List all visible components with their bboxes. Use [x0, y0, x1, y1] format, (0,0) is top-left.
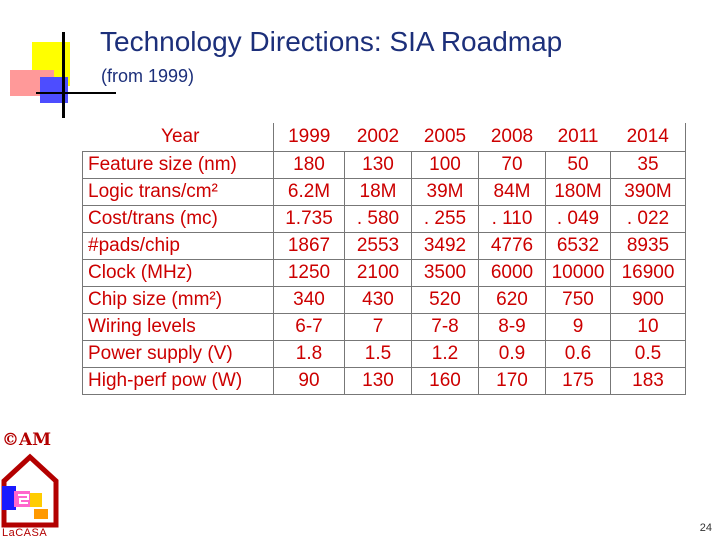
- table-cell: 3500: [411, 259, 479, 287]
- table-cell: 6532: [545, 232, 611, 260]
- table-row: #pads/chip 1867 2553 3492 4776 6532 8935: [82, 232, 686, 260]
- table-cell: 170: [478, 367, 546, 395]
- table-cell: 1.8: [273, 340, 345, 368]
- slide-title: Technology Directions: SIA Roadmap: [100, 26, 563, 57]
- page-number: 24: [699, 522, 712, 534]
- table-cell: 50: [545, 151, 611, 179]
- table-row: High-perf pow (W) 90 130 160 170 175 183: [82, 367, 686, 395]
- row-label: Power supply (V): [82, 340, 274, 368]
- table-cell: 620: [478, 286, 546, 314]
- table-cell: 2100: [344, 259, 412, 287]
- table-body: Feature size (nm) 180 130 100 70 50 35 Logic tr…: [82, 151, 686, 395]
- table-row: Cost/trans (mc) 1.735. 580. 255. 110. 049…: [82, 205, 686, 233]
- table-cell: 7: [344, 313, 412, 341]
- row-label: Feature size (nm): [82, 151, 274, 179]
- table-cell: 10: [610, 313, 686, 341]
- table-cell: 0.5: [610, 340, 686, 368]
- table-cell: 3492: [411, 232, 479, 260]
- table-cell: 6-7: [273, 313, 345, 341]
- table-cell: 1.735: [273, 205, 345, 233]
- table-cell: 430: [344, 286, 412, 314]
- header-year: 2008: [490, 126, 534, 147]
- table-cell: 1250: [273, 259, 345, 287]
- table-cell: 340: [273, 286, 345, 314]
- slide-subtitle: (from 1999): [101, 66, 195, 86]
- row-label: High-perf pow (W): [82, 367, 274, 395]
- table-cell: 10000: [545, 259, 611, 287]
- decor-horizontal-line: [36, 92, 116, 94]
- table-cell: 90: [273, 367, 345, 395]
- table-cell: 180M: [545, 178, 611, 206]
- table-cell: 8-9: [478, 313, 546, 341]
- table-cell: . 049: [545, 205, 611, 233]
- table-row: Power supply (V) 1.8 1.5 1.2 0.9 0.6 0.5: [82, 340, 686, 368]
- table-cell: 16900: [610, 259, 686, 287]
- table-row: Feature size (nm) 180 130 100 70 50 35: [82, 151, 686, 179]
- table-cell: 1.2: [411, 340, 479, 368]
- table-cell: 183: [610, 367, 686, 395]
- table-row: Chip size (mm²) 340 430 520 620 750 900: [82, 286, 686, 314]
- row-label: Cost/trans (mc): [82, 205, 274, 233]
- table-cell: 6000: [478, 259, 546, 287]
- table-cell: 9: [545, 313, 611, 341]
- table-row: Clock (MHz) 1250 2100 3500 6000 10000 16900: [82, 259, 686, 287]
- table-cell: 2553: [344, 232, 412, 260]
- table-cell: . 255: [411, 205, 479, 233]
- table-cell: 1.5: [344, 340, 412, 368]
- header-year: 2011: [557, 126, 599, 147]
- row-label: Wiring levels: [82, 313, 274, 341]
- table-cell: 6.2M: [273, 178, 345, 206]
- header-label: Year: [161, 126, 200, 147]
- table-cell: 390M: [610, 178, 686, 206]
- table-cell: 180: [273, 151, 345, 179]
- table-cell: . 110: [478, 205, 546, 233]
- decor-vertical-line: [62, 32, 65, 118]
- table-header-row: Year 1999 2002 2005 2008 2011 2014: [82, 123, 686, 152]
- copyright-mark: ©AM: [2, 430, 52, 450]
- row-label: Chip size (mm²): [82, 286, 274, 314]
- header-year: 2014: [610, 123, 686, 152]
- table-cell: 0.6: [545, 340, 611, 368]
- header-year: 2002: [356, 126, 400, 147]
- table-cell: 39M: [411, 178, 479, 206]
- table-cell: . 580: [344, 205, 412, 233]
- table-row: Wiring levels 6-7 7 7-8 8-9 9 10: [82, 313, 686, 341]
- row-label: #pads/chip: [82, 232, 274, 260]
- roadmap-table: Year 1999 2002 2005 2008 2011 2014 Featu…: [82, 123, 686, 395]
- table-cell: 750: [545, 286, 611, 314]
- table-row: Logic trans/cm² 6.2M 18M 39M 84M 180M 390M: [82, 178, 686, 206]
- row-label: Clock (MHz): [82, 259, 274, 287]
- table-cell: 160: [411, 367, 479, 395]
- table-cell: 18M: [344, 178, 412, 206]
- table-cell: . 022: [610, 205, 686, 233]
- table-cell: 7-8: [411, 313, 479, 341]
- lacasa-logo-icon: [1, 453, 59, 528]
- table-cell: 900: [610, 286, 686, 314]
- row-label: Logic trans/cm²: [82, 178, 274, 206]
- table-cell: 8935: [610, 232, 686, 260]
- table-cell: 130: [344, 151, 412, 179]
- table-cell: 84M: [478, 178, 546, 206]
- table-cell: 1867: [273, 232, 345, 260]
- table-cell: 4776: [478, 232, 546, 260]
- table-cell: 35: [610, 151, 686, 179]
- table-cell: 70: [478, 151, 546, 179]
- table-cell: 520: [411, 286, 479, 314]
- table-cell: 100: [411, 151, 479, 179]
- logo-name: LaCASA: [2, 527, 48, 539]
- table-cell: 0.9: [478, 340, 546, 368]
- header-year: 1999: [273, 123, 345, 152]
- table-cell: 130: [344, 367, 412, 395]
- table-cell: 175: [545, 367, 611, 395]
- header-year: 2005: [423, 126, 467, 147]
